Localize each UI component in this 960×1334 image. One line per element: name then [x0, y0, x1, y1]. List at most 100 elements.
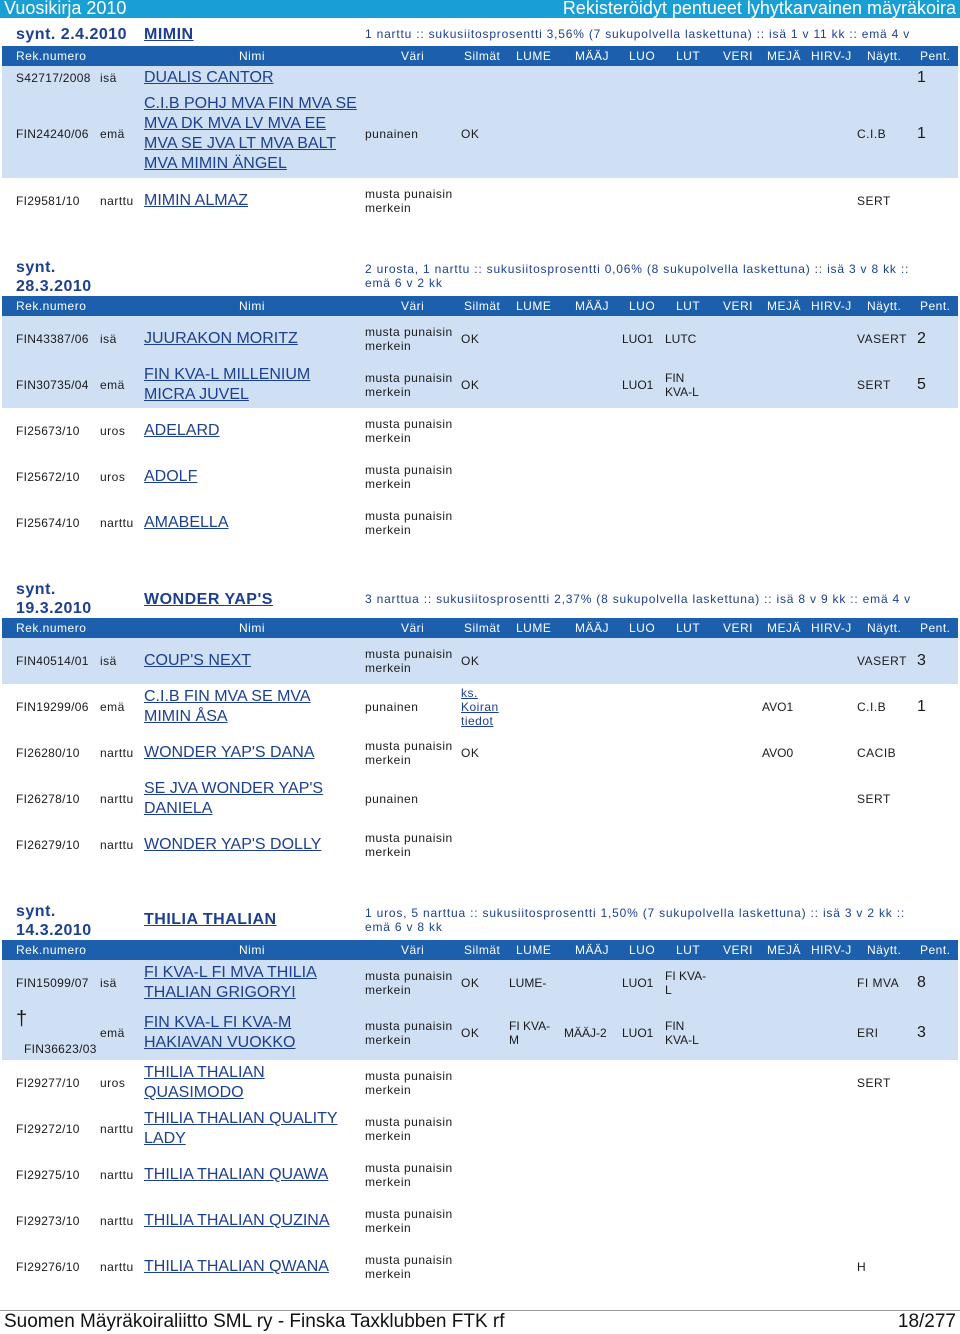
lut-result: FIN KVA-L: [665, 371, 699, 399]
col-regnum: Rek.numero: [16, 49, 87, 63]
reg-number: FIN24240/06: [16, 127, 89, 141]
col-lume: LUME: [516, 621, 552, 635]
col-regnum: Rek.numero: [16, 299, 87, 313]
litter-date: synt. 2.4.2010: [16, 26, 128, 43]
show-result: H: [857, 1260, 867, 1274]
table-row: FI26279/10 narttu WONDER YAP'S DOLLY mus…: [2, 822, 958, 868]
relation: narttu: [100, 1214, 134, 1228]
col-luo: LUO: [629, 299, 656, 313]
col-meja: MEJÄ: [767, 621, 802, 635]
reg-number: FIN43387/06: [16, 332, 89, 346]
litter-count: 2: [917, 330, 926, 347]
dog-name-link[interactable]: THILIA THALIAN QWANA: [144, 1258, 329, 1275]
reg-number: FI25674/10: [16, 516, 80, 530]
relation: narttu: [100, 194, 134, 208]
table-row: FIN19299/06 emä C.I.B FIN MVA SE MVA MIM…: [2, 684, 958, 730]
dog-name-link[interactable]: THILIA THALIAN QUAWA: [144, 1166, 329, 1183]
litter-count: 1: [917, 698, 926, 715]
col-luo: LUO: [629, 621, 656, 635]
col-show: Näytt.: [867, 299, 902, 313]
reg-number: FI29276/10: [16, 1260, 80, 1274]
dog-name-link[interactable]: COUP'S NEXT: [144, 652, 252, 669]
show-result: SERT: [857, 792, 891, 806]
reg-number: S42717/2008: [16, 71, 91, 85]
litter-header: synt. 28.3.2010 2 urosta, 1 narttu :: su…: [0, 256, 960, 296]
show-result: SERT: [857, 1076, 891, 1090]
relation: narttu: [100, 516, 134, 530]
litter-info: 3 narttua :: sukusiitosprosentti 2,37% (…: [365, 592, 911, 606]
dog-name-link[interactable]: FIN KVA-L FI KVA-M HAKIAVAN VUOKKO: [144, 1014, 296, 1051]
dog-name-link[interactable]: THILIA THALIAN QUZINA: [144, 1212, 330, 1229]
col-maaj: MÄÄJ: [575, 943, 610, 957]
litter-info: 2 urosta, 1 narttu :: sukusiitosprosentt…: [365, 262, 910, 290]
reg-number: FI29581/10: [16, 194, 80, 208]
dog-name-link[interactable]: JUURAKON MORITZ: [144, 330, 298, 347]
dog-name-link[interactable]: THILIA THALIAN QUALITY LADY: [144, 1110, 338, 1147]
maaj-result: MÄÄJ-2: [564, 1026, 607, 1040]
coat-color: musta punaisin merkein: [365, 1069, 453, 1097]
reg-number: FIN15099/07: [16, 976, 89, 990]
show-result: C.I.B: [857, 127, 887, 141]
table-row: FI29581/10 narttu MIMIN ALMAZ musta puna…: [2, 178, 958, 224]
dog-name-link[interactable]: ADOLF: [144, 468, 198, 485]
col-lut: LUT: [676, 943, 701, 957]
dog-name-link[interactable]: C.I.B POHJ MVA FIN MVA SE MVA DK MVA LV …: [144, 95, 357, 172]
litter-date: synt. 28.3.2010: [16, 259, 92, 295]
dog-name-link[interactable]: THILIA THALIAN QUASIMODO: [144, 1064, 265, 1101]
dog-name-link[interactable]: ADELARD: [144, 422, 220, 439]
col-hirv: HIRV-J: [811, 299, 852, 313]
luo-result: LUO1: [622, 1026, 654, 1040]
litter-count: 1: [917, 69, 926, 86]
dog-name-link[interactable]: WONDER YAP'S DOLLY: [144, 836, 322, 853]
relation: uros: [100, 424, 126, 438]
page-header: Vuosikirja 2010 Rekisteröidyt pentueet l…: [0, 0, 960, 18]
reg-number: FI25673/10: [16, 424, 80, 438]
col-lut: LUT: [676, 49, 701, 63]
litter-name[interactable]: WONDER YAP'S: [144, 591, 273, 608]
dog-name-link[interactable]: C.I.B FIN MVA SE MVA MIMIN ÅSA: [144, 688, 311, 725]
luo-result: LUO1: [622, 976, 654, 990]
col-veri: VERI: [723, 621, 754, 635]
coat-color: musta punaisin merkein: [365, 969, 453, 997]
col-lume: LUME: [516, 943, 552, 957]
relation: isä: [100, 976, 117, 990]
col-name: Nimi: [239, 49, 265, 63]
show-result: ERI: [857, 1026, 879, 1040]
relation: emä: [100, 1026, 125, 1040]
col-luo: LUO: [629, 943, 656, 957]
show-result: C.I.B: [857, 700, 887, 714]
table-row: FI26280/10 narttu WONDER YAP'S DANA must…: [2, 730, 958, 776]
col-meja: MEJÄ: [767, 299, 802, 313]
col-show: Näytt.: [867, 621, 902, 635]
dog-name-link[interactable]: AMABELLA: [144, 514, 229, 531]
coat-color: musta punaisin merkein: [365, 1161, 453, 1189]
dog-name-link[interactable]: FIN KVA-L MILLENIUM MICRA JUVEL: [144, 366, 311, 403]
section-title: Rekisteröidyt pentueet lyhytkarvainen mä…: [562, 0, 956, 18]
dog-info-link[interactable]: ks. Koiran tiedot: [461, 686, 499, 728]
dog-name-link[interactable]: SE JVA WONDER YAP'S DANIELA: [144, 780, 324, 817]
table-row: FI29277/10 uros THILIA THALIAN QUASIMODO…: [2, 1060, 958, 1106]
reg-number: FIN19299/06: [16, 700, 89, 714]
table-row: FIN30735/04 emä FIN KVA-L MILLENIUM MICR…: [2, 362, 958, 408]
table-row: FI29272/10 narttu THILIA THALIAN QUALITY…: [2, 1106, 958, 1152]
dog-name-link[interactable]: FI KVA-L FI MVA THILIA THALIAN GRIGORYI: [144, 964, 317, 1001]
col-color: Väri: [401, 943, 425, 957]
dog-name-link[interactable]: MIMIN ALMAZ: [144, 192, 249, 209]
show-result: VASERT: [857, 332, 907, 346]
lut-result: FIN KVA-L: [665, 1019, 699, 1047]
litter-name[interactable]: THILIA THALIAN: [144, 911, 277, 928]
lume-result: LUME-: [509, 976, 547, 990]
litter-header: synt. 14.3.2010 THILIA THALIAN 1 uros, 5…: [0, 900, 960, 940]
dog-name-link[interactable]: WONDER YAP'S DANA: [144, 744, 315, 761]
col-color: Väri: [401, 49, 425, 63]
page-number: 18/277: [897, 1311, 956, 1332]
dog-name-link[interactable]: DUALIS CANTOR: [144, 69, 274, 86]
table-row: FIN43387/06 isä JUURAKON MORITZ musta pu…: [2, 316, 958, 362]
litter-info: 1 uros, 5 narttua :: sukusiitosprosentti…: [365, 906, 905, 934]
reg-number: FIN36623/03: [24, 1042, 97, 1056]
page-footer: Suomen Mäyräkoiraliitto SML ry - Finska …: [0, 1310, 960, 1334]
table-row: FIN40514/01 isä COUP'S NEXT musta punais…: [2, 638, 958, 684]
table-row: FI29273/10 narttu THILIA THALIAN QUZINA …: [2, 1198, 958, 1244]
relation: narttu: [100, 1168, 134, 1182]
litter-name[interactable]: MIMIN: [144, 26, 194, 43]
